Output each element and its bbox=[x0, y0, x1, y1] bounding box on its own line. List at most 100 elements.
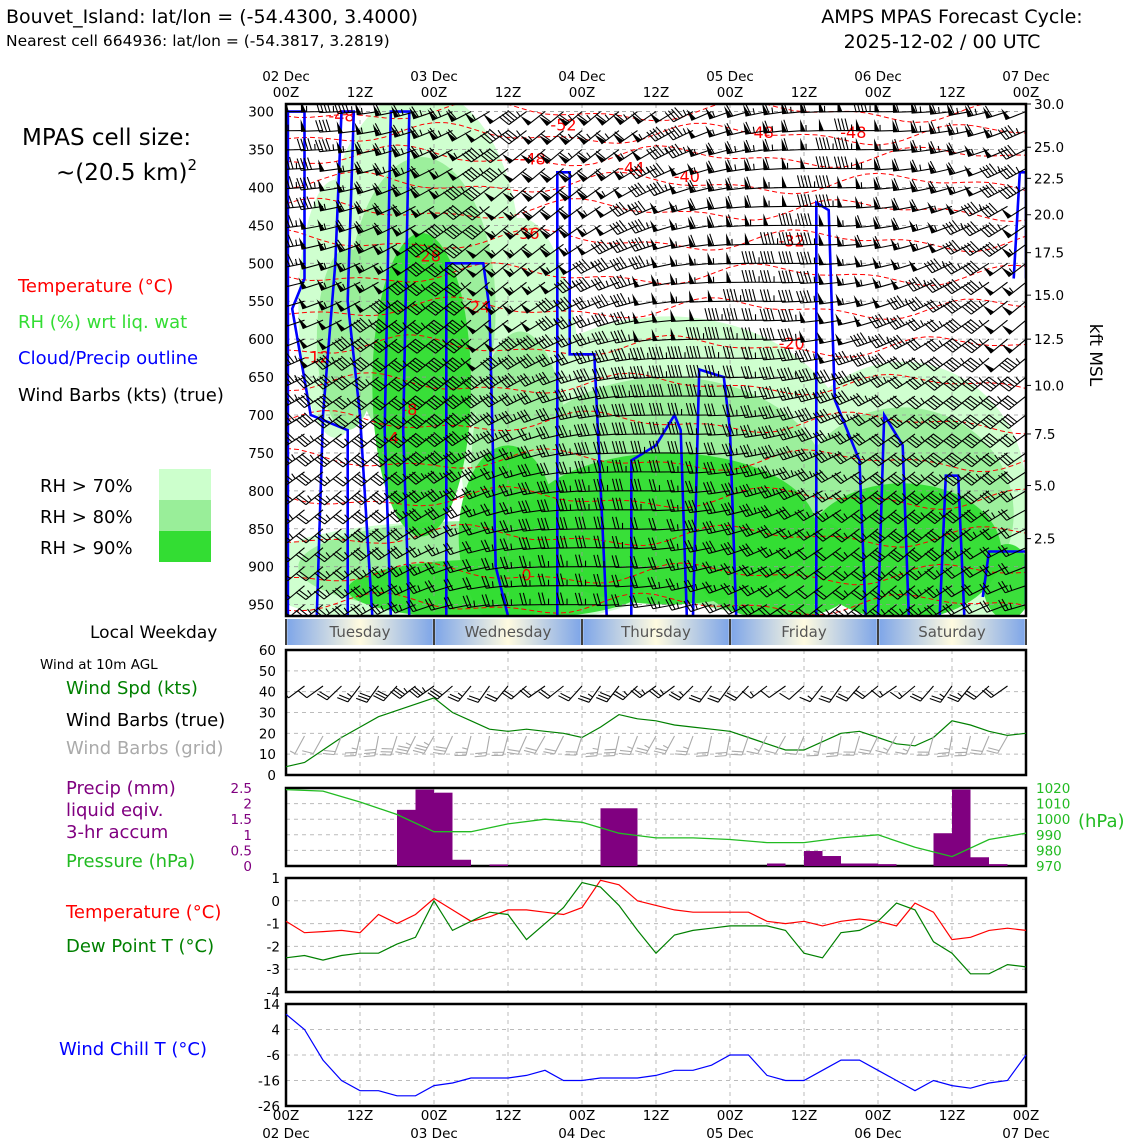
wind-barb-true-staff bbox=[366, 685, 379, 703]
profile-barb-flag bbox=[785, 251, 790, 264]
profile-barb-flag bbox=[542, 426, 550, 438]
profile-barb-halfflag bbox=[323, 203, 327, 210]
profile-barb-halfflag bbox=[713, 604, 717, 611]
profile-barb-flag bbox=[480, 558, 487, 571]
profile-barb-flag bbox=[930, 548, 941, 558]
profile-barb-halfflag bbox=[843, 532, 849, 539]
profile-barb-flag bbox=[554, 390, 562, 402]
profile-barb-pennant bbox=[855, 118, 861, 131]
profile-barb-flag bbox=[294, 398, 305, 409]
profile-barb-flag bbox=[538, 337, 548, 348]
profile-barb-staff bbox=[934, 509, 953, 525]
profile-barb-flag bbox=[597, 259, 606, 270]
profile-barb-flag bbox=[540, 208, 551, 217]
profile-barb-flag bbox=[797, 429, 806, 441]
profile-barb-flag bbox=[924, 420, 936, 430]
profile-barb-flag bbox=[652, 384, 657, 397]
profile-barb-flag bbox=[871, 435, 882, 445]
profile-barb-flag bbox=[689, 441, 694, 454]
profile-barb-flag bbox=[930, 259, 939, 271]
profile-barb-flag bbox=[853, 334, 862, 346]
weekday-label: Local Weekday bbox=[90, 623, 217, 643]
profile-barb-flag bbox=[618, 201, 628, 212]
profile-barb-flag bbox=[387, 476, 399, 486]
profile-barb-flag bbox=[742, 524, 751, 536]
profile-barb-flag bbox=[266, 313, 272, 324]
profile-barb-flag bbox=[966, 123, 974, 136]
profile-barb-flag bbox=[319, 454, 331, 463]
profile-barb-flag bbox=[726, 346, 731, 359]
profile-barb-flag bbox=[503, 593, 509, 606]
profile-barb-flag bbox=[788, 308, 794, 322]
profile-barb-flag bbox=[638, 255, 646, 267]
profile-barb-pennant bbox=[612, 133, 624, 144]
profile-barb-flag bbox=[707, 403, 713, 416]
profile-barb-pennant bbox=[817, 331, 825, 344]
profile-barb-halfflag bbox=[472, 508, 476, 515]
profile-barb-halfflag bbox=[419, 129, 423, 136]
profile-barb-flag bbox=[350, 343, 361, 353]
profile-barb-flag bbox=[747, 404, 753, 417]
wind-barb-grid-staff bbox=[575, 735, 583, 756]
profile-barb-flag bbox=[295, 516, 307, 525]
profile-barb-pennant bbox=[853, 295, 862, 307]
wind-barb-grid-flag bbox=[434, 749, 446, 752]
profile-barb-flag bbox=[295, 457, 306, 467]
profile-barb-flag bbox=[674, 125, 684, 136]
profile-barb-flag bbox=[485, 130, 497, 140]
profile-barb-flag bbox=[259, 275, 264, 286]
wind-speed-label: Wind Spd (kts) bbox=[66, 678, 198, 699]
profile-barb-flag bbox=[374, 300, 386, 311]
profile-barb-flag bbox=[555, 480, 561, 493]
profile-barb-pennant bbox=[575, 244, 586, 256]
profile-barb-flag bbox=[286, 416, 293, 423]
profile-barb-flag bbox=[369, 440, 381, 449]
profile-barb-flag bbox=[501, 394, 511, 405]
profile-barb-staff bbox=[598, 243, 620, 255]
profile-barb-pennant bbox=[707, 234, 713, 246]
profile-barb-halfflag bbox=[491, 230, 496, 237]
profile-barb-flag bbox=[300, 158, 306, 171]
profile-barb-flag bbox=[335, 569, 346, 579]
profile-barb-flag bbox=[411, 508, 422, 518]
profile-barb-flag bbox=[685, 461, 691, 474]
profile-barb-flag bbox=[486, 169, 497, 179]
profile-barb-flag bbox=[425, 268, 436, 278]
profile-barb-flag bbox=[726, 141, 733, 153]
profile-barb-staff bbox=[545, 243, 564, 258]
profile-barb-flag bbox=[428, 598, 436, 610]
profile-barb-flag bbox=[500, 575, 506, 588]
profile-barb-flag bbox=[926, 281, 937, 292]
profile-barb-pennant bbox=[855, 137, 861, 150]
profile-barb-staff bbox=[727, 528, 749, 536]
profile-barb-pennant bbox=[927, 241, 937, 253]
profile-barb-staff bbox=[876, 357, 897, 369]
profile-barb-staff bbox=[451, 111, 472, 123]
profile-barb-flag bbox=[593, 574, 598, 587]
profile-barb-flag bbox=[650, 576, 657, 589]
profile-barb-flag bbox=[951, 219, 961, 231]
profile-barb-pennant bbox=[501, 286, 513, 296]
wind-barb-true-flag bbox=[818, 697, 830, 703]
profile-barb-pennant bbox=[520, 229, 532, 240]
profile-barb-flag bbox=[651, 537, 657, 550]
profile-barb-flag bbox=[464, 378, 475, 389]
profile-barb-flag bbox=[988, 414, 999, 423]
profile-barb-flag bbox=[614, 385, 620, 398]
profile-barb-flag bbox=[356, 161, 364, 173]
profile-barb-flag bbox=[690, 234, 696, 247]
profile-barb-flag bbox=[738, 606, 749, 616]
profile-barb-halfflag bbox=[978, 319, 984, 326]
wind-barb-true-flag bbox=[578, 697, 590, 703]
profile-barb-pennant bbox=[707, 289, 713, 302]
profile-barb-flag bbox=[646, 185, 655, 196]
profile-barb-flag bbox=[446, 416, 457, 426]
precip-bar bbox=[767, 863, 786, 866]
profile-barb-halfflag bbox=[494, 433, 499, 440]
wind-barb-true-flag bbox=[316, 693, 328, 701]
profile-barb-flag bbox=[979, 247, 990, 257]
profile-barb-staff bbox=[619, 130, 638, 144]
profile-barb-flag bbox=[674, 402, 679, 416]
profile-barb-flag bbox=[390, 342, 402, 352]
profile-barb-flag bbox=[359, 356, 370, 366]
